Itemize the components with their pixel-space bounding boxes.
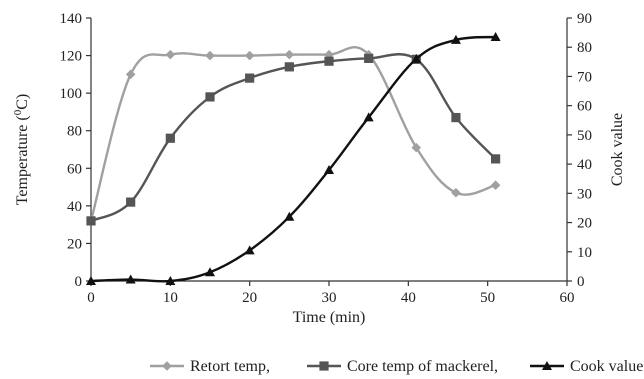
data-point	[165, 49, 176, 60]
y2-tick-label: 40	[577, 157, 592, 173]
legend-swatch-marker	[319, 361, 329, 371]
data-point	[244, 245, 255, 255]
x-tick-label: 30	[322, 290, 337, 306]
data-point	[451, 187, 461, 198]
legend-swatch-marker	[162, 361, 172, 371]
y2-tick-label: 30	[577, 186, 592, 202]
y2-tick-label: 60	[577, 99, 592, 115]
data-point	[490, 31, 501, 41]
axis-labels: Time (min) Temperature (0C) Cook value	[12, 94, 626, 326]
data-point	[324, 164, 334, 174]
data-point	[451, 112, 461, 123]
x-tick-label: 60	[560, 290, 575, 306]
y2-tick-label: 0	[577, 274, 585, 290]
x-axis-title: Time (min)	[293, 309, 366, 326]
data-point	[86, 216, 96, 226]
y-tick-label: 20	[67, 236, 82, 252]
y2-tick-label: 20	[577, 216, 592, 232]
y2-tick-label: 50	[577, 128, 592, 144]
chart-axes: 0 10 20 30 40 50 60020406080100120140010203040…	[60, 11, 593, 306]
data-point	[245, 73, 255, 83]
series-3	[86, 31, 501, 285]
data-point	[205, 50, 215, 61]
legend-item: Retort temp,	[150, 358, 270, 375]
x-tick-label: 20	[242, 290, 257, 306]
data-point	[205, 267, 215, 277]
y-axis-title: Temperature (0C)	[12, 94, 31, 205]
y2-tick-label: 80	[577, 40, 592, 56]
data-point	[450, 34, 461, 44]
y-axis-title-base: Temperature (	[14, 115, 31, 205]
data-point	[411, 142, 422, 153]
data-point	[244, 50, 255, 61]
data-point	[284, 62, 294, 72]
legend: Retort temp, Core temp of mackerel, Cook v…	[150, 358, 643, 375]
series-line	[90, 53, 497, 223]
y2-tick-label: 90	[577, 11, 592, 27]
legend-item: Core temp of mackerel,	[307, 358, 498, 375]
series-line	[89, 46, 496, 222]
data-point	[411, 53, 422, 63]
y-tick-label: 100	[60, 86, 83, 102]
y2-axis-title: Cook value	[609, 113, 626, 186]
y-tick-label: 120	[60, 49, 83, 65]
data-point	[165, 276, 176, 285]
y-axis-title-tail: C)	[14, 94, 31, 110]
x-tick-label: 0	[87, 290, 95, 306]
data-point	[86, 276, 96, 285]
x-tick-label: 50	[480, 290, 495, 306]
y-tick-label: 80	[67, 124, 82, 140]
legend-item: Cook value	[530, 358, 643, 375]
data-point	[284, 49, 295, 60]
y2-tick-label: 70	[577, 69, 592, 85]
series-2	[86, 53, 501, 226]
y-tick-label: 60	[67, 161, 82, 177]
legend-label: Retort temp,	[190, 358, 270, 375]
series-line	[90, 35, 496, 283]
data-point	[165, 133, 175, 143]
data-point	[364, 53, 374, 63]
plot-area	[86, 31, 501, 285]
series-1	[86, 46, 501, 226]
legend-label: Cook value	[570, 358, 643, 375]
data-point	[125, 69, 136, 80]
legend-label: Core temp of mackerel,	[347, 358, 498, 375]
legend-swatch-marker	[542, 361, 552, 370]
y-tick-label: 40	[67, 199, 82, 215]
data-point	[324, 56, 334, 66]
data-point	[126, 197, 136, 207]
y2-tick-label: 10	[577, 245, 592, 261]
x-tick-label: 40	[401, 290, 416, 306]
y-tick-label: 0	[75, 274, 83, 290]
x-tick-label: 10	[163, 290, 178, 306]
data-point	[125, 274, 136, 284]
data-point	[284, 211, 295, 221]
y-tick-label: 140	[60, 11, 83, 27]
data-point	[363, 112, 374, 122]
data-point	[490, 180, 501, 190]
data-point	[205, 92, 215, 102]
y-axis-title-superscript: 0	[12, 109, 24, 115]
data-point	[491, 154, 501, 164]
